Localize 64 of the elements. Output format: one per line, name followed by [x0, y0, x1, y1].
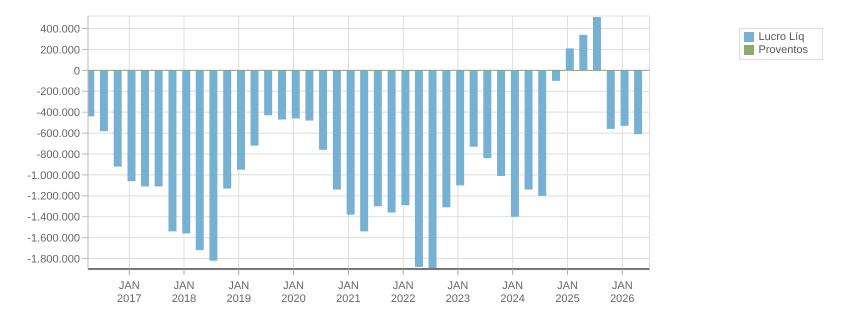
x-tick-label: JAN 2018 — [172, 280, 196, 305]
bar — [196, 70, 204, 250]
bar — [360, 70, 368, 232]
bar — [566, 48, 574, 70]
x-tick-label: JAN 2017 — [117, 280, 142, 305]
bar — [128, 70, 136, 182]
bar — [319, 70, 328, 150]
x-tick-label: JAN 2026 — [610, 280, 635, 305]
y-tick-label: -1.400.000 — [27, 212, 80, 224]
bar — [538, 70, 546, 196]
y-tick-label: -1.600.000 — [27, 232, 80, 245]
bar — [510, 70, 519, 217]
bar — [278, 70, 286, 120]
y-tick-label: -1.200.000 — [27, 190, 80, 203]
bar — [388, 70, 396, 213]
bar — [292, 70, 300, 118]
bar — [100, 70, 108, 131]
bar — [168, 70, 176, 232]
bar — [579, 34, 588, 70]
legend-label: Lucro Líq — [758, 31, 804, 43]
bar — [414, 70, 423, 267]
x-tick-label: JAN 2021 — [336, 280, 361, 305]
x-tick-label: JAN 2022 — [390, 280, 416, 305]
legend-label: Proventos — [758, 44, 808, 56]
bar — [456, 70, 464, 186]
y-tick-label: 200.000 — [40, 44, 80, 56]
bar — [428, 70, 437, 268]
bar — [209, 70, 218, 261]
y-tick-label: -800.000 — [36, 148, 80, 161]
bar — [264, 70, 272, 116]
bar — [250, 70, 259, 146]
x-tick-label: JAN 2025 — [555, 280, 580, 305]
bar — [606, 70, 615, 129]
bar — [592, 17, 601, 70]
y-tick-label: -600.000 — [36, 128, 80, 140]
bar — [524, 70, 533, 190]
bar — [497, 70, 506, 176]
y-tick-label: -1.800.000 — [27, 253, 80, 266]
bar — [552, 70, 560, 81]
bar — [346, 70, 355, 215]
bar — [634, 70, 642, 134]
bar — [374, 70, 382, 206]
bar — [442, 70, 450, 208]
bar — [470, 70, 478, 147]
bar — [332, 70, 341, 190]
x-tick-label: JAN 2019 — [226, 280, 251, 305]
x-tick-label: JAN 2024 — [500, 280, 525, 305]
bar — [483, 70, 492, 158]
bar — [154, 70, 163, 186]
bar — [182, 70, 190, 234]
bar — [223, 70, 232, 188]
y-tick-label: -400.000 — [36, 107, 80, 120]
y-tick-label: -1.000.000 — [27, 170, 80, 182]
y-tick-label: 0 — [74, 65, 80, 78]
x-tick-label: JAN 2020 — [281, 280, 306, 305]
y-tick-label: 400.000 — [40, 23, 80, 36]
bar — [114, 70, 122, 167]
bar — [305, 70, 314, 121]
bar — [620, 70, 629, 126]
x-tick-label: JAN 2023 — [446, 280, 470, 305]
bar — [237, 70, 246, 170]
y-tick-label: -200.000 — [36, 86, 80, 98]
bar — [141, 70, 149, 186]
bar — [401, 70, 410, 206]
